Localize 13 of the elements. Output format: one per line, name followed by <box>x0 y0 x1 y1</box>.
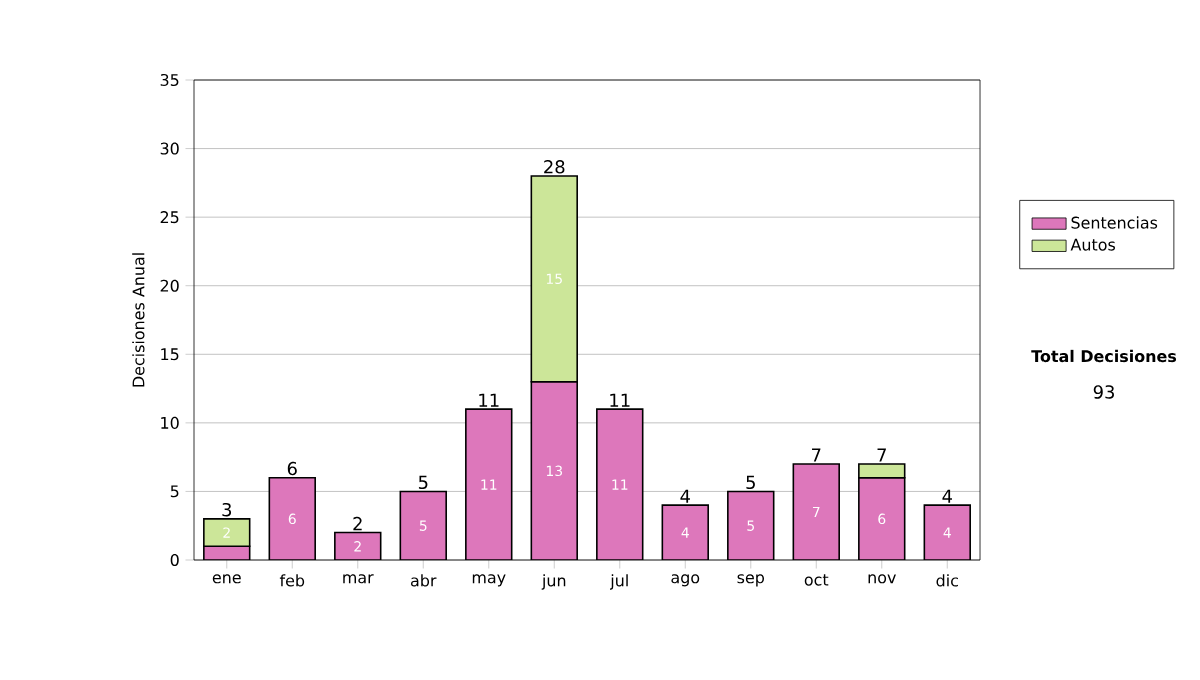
total-label: 4 <box>680 489 690 503</box>
total-label: 5 <box>746 475 755 490</box>
total-label: 11 <box>610 393 630 407</box>
total-label: 4 <box>942 489 952 503</box>
total-label: 28 <box>544 160 565 174</box>
total-label: 3 <box>222 502 232 517</box>
total-label: 6 <box>287 461 297 476</box>
total-label: 7 <box>812 448 821 462</box>
total-label: 11 <box>479 393 499 407</box>
total-label: 7 <box>877 448 886 462</box>
text: 93 <box>1093 385 1114 399</box>
total-label: 2 <box>353 516 362 531</box>
total-label: 5 <box>418 475 428 490</box>
